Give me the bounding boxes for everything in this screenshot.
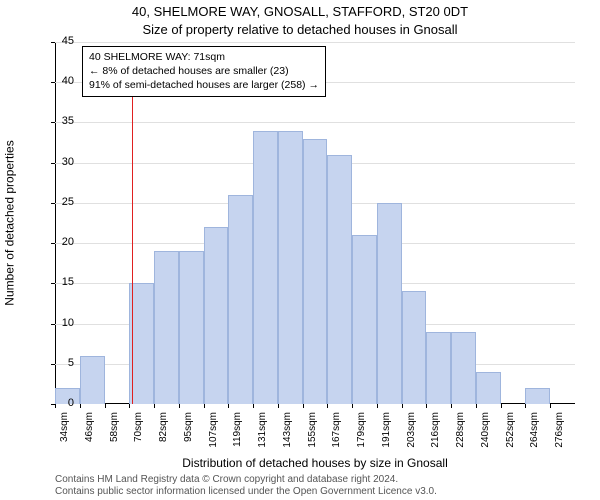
y-tick-label: 15 xyxy=(50,276,74,288)
annotation-box: 40 SHELMORE WAY: 71sqm← 8% of detached h… xyxy=(82,46,326,97)
y-tick-label: 5 xyxy=(50,357,74,369)
histogram-bar xyxy=(451,332,476,404)
x-tick-mark xyxy=(278,404,279,408)
attribution-line1: Contains HM Land Registry data © Crown c… xyxy=(55,474,575,486)
x-tick-label: 167sqm xyxy=(331,412,342,460)
annotation-line: 40 SHELMORE WAY: 71sqm xyxy=(89,50,319,64)
x-tick-label: 191sqm xyxy=(381,412,392,460)
x-tick-label: 34sqm xyxy=(59,412,70,460)
grid-line xyxy=(55,42,575,43)
x-tick-mark xyxy=(80,404,81,408)
histogram-bar xyxy=(402,291,427,404)
x-tick-label: 228sqm xyxy=(455,412,466,460)
y-tick-label: 40 xyxy=(50,75,74,87)
y-tick-label: 35 xyxy=(50,115,74,127)
x-tick-mark xyxy=(377,404,378,408)
y-tick-label: 10 xyxy=(50,317,74,329)
x-tick-mark xyxy=(228,404,229,408)
x-tick-mark xyxy=(402,404,403,408)
x-tick-label: 107sqm xyxy=(208,412,219,460)
x-tick-label: 264sqm xyxy=(529,412,540,460)
histogram-bar xyxy=(228,195,253,404)
attribution: Contains HM Land Registry data © Crown c… xyxy=(55,474,575,498)
histogram-bar xyxy=(129,283,154,404)
x-tick-mark xyxy=(352,404,353,408)
histogram-bar xyxy=(426,332,451,404)
x-tick-label: 240sqm xyxy=(480,412,491,460)
histogram-bar xyxy=(525,388,550,404)
x-tick-mark xyxy=(550,404,551,408)
attribution-line2: Contains public sector information licen… xyxy=(55,486,575,498)
y-tick-label: 20 xyxy=(50,236,74,248)
histogram-bar xyxy=(377,203,402,404)
x-tick-label: 203sqm xyxy=(406,412,417,460)
x-tick-label: 216sqm xyxy=(430,412,441,460)
y-axis-line xyxy=(55,42,56,404)
y-tick-label: 25 xyxy=(50,196,74,208)
x-tick-label: 131sqm xyxy=(257,412,268,460)
histogram-bar xyxy=(476,372,501,404)
x-tick-label: 179sqm xyxy=(356,412,367,460)
histogram-bar xyxy=(303,139,328,404)
x-tick-label: 46sqm xyxy=(84,412,95,460)
x-tick-mark xyxy=(303,404,304,408)
histogram-bar xyxy=(80,356,105,404)
histogram-bar xyxy=(278,131,303,405)
chart-container: 40, SHELMORE WAY, GNOSALL, STAFFORD, ST2… xyxy=(0,0,600,500)
x-tick-mark xyxy=(327,404,328,408)
y-axis-label: Number of detached properties xyxy=(2,42,18,404)
plot-area: 40 SHELMORE WAY: 71sqm← 8% of detached h… xyxy=(55,42,575,404)
annotation-line: ← 8% of detached houses are smaller (23) xyxy=(89,64,319,78)
histogram-bar xyxy=(154,251,179,404)
x-tick-mark xyxy=(253,404,254,408)
x-tick-mark xyxy=(426,404,427,408)
x-tick-label: 252sqm xyxy=(505,412,516,460)
y-tick-label: 30 xyxy=(50,156,74,168)
x-tick-mark xyxy=(154,404,155,408)
x-tick-label: 155sqm xyxy=(307,412,318,460)
x-tick-label: 119sqm xyxy=(232,412,243,460)
x-tick-mark xyxy=(501,404,502,408)
chart-title-line2: Size of property relative to detached ho… xyxy=(0,22,600,37)
y-tick-label: 45 xyxy=(50,35,74,47)
x-tick-label: 95sqm xyxy=(183,412,194,460)
x-tick-label: 143sqm xyxy=(282,412,293,460)
x-tick-label: 70sqm xyxy=(133,412,144,460)
x-tick-mark xyxy=(179,404,180,408)
x-tick-mark xyxy=(476,404,477,408)
annotation-line: 91% of semi-detached houses are larger (… xyxy=(89,78,319,92)
x-tick-mark xyxy=(525,404,526,408)
histogram-bar xyxy=(327,155,352,404)
x-tick-mark xyxy=(129,404,130,408)
y-tick-label: 0 xyxy=(50,397,74,409)
x-tick-mark xyxy=(105,404,106,408)
x-tick-label: 276sqm xyxy=(554,412,565,460)
chart-title-line1: 40, SHELMORE WAY, GNOSALL, STAFFORD, ST2… xyxy=(0,4,600,19)
histogram-bar xyxy=(253,131,278,405)
histogram-bar xyxy=(204,227,229,404)
x-tick-label: 58sqm xyxy=(109,412,120,460)
grid-line xyxy=(55,122,575,123)
x-tick-mark xyxy=(451,404,452,408)
x-tick-mark xyxy=(204,404,205,408)
property-marker-line xyxy=(132,82,133,404)
x-tick-label: 82sqm xyxy=(158,412,169,460)
histogram-bar xyxy=(179,251,204,404)
histogram-bar xyxy=(352,235,377,404)
